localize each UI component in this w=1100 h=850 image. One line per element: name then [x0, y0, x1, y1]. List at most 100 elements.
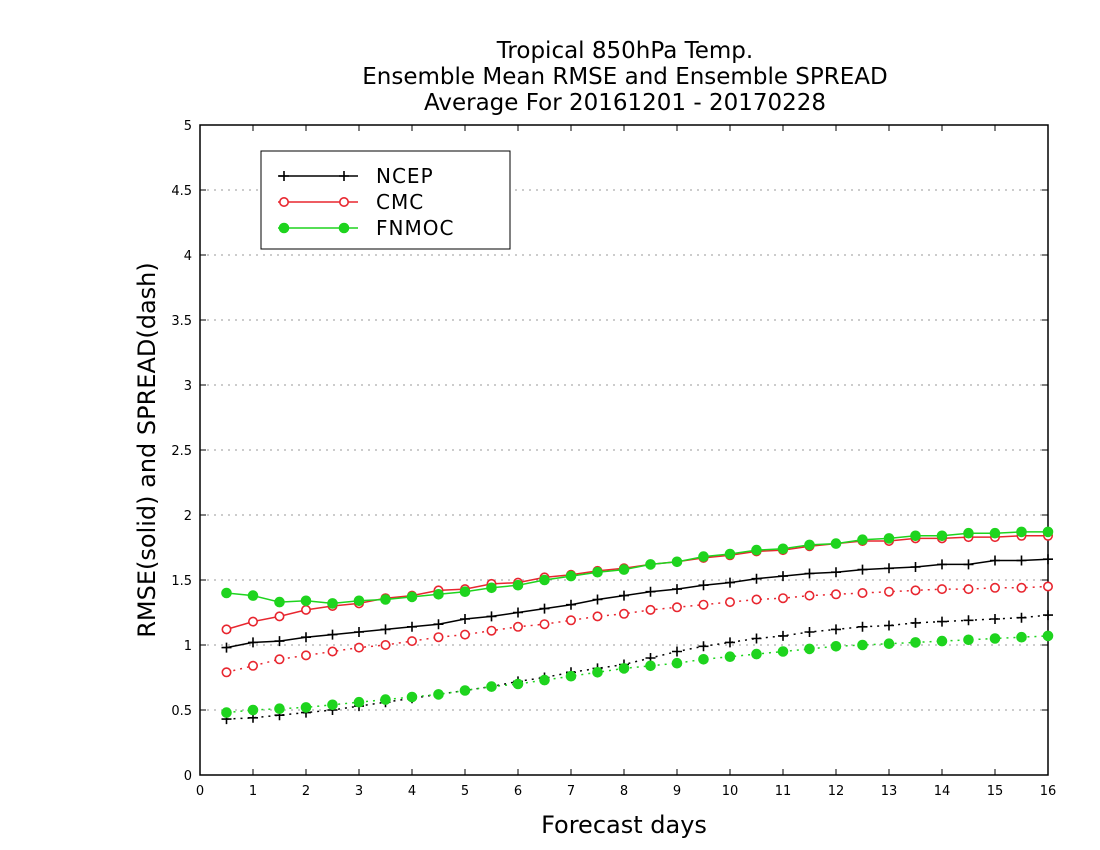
fnmoc-rmse-point — [512, 579, 524, 591]
y-tick-label-9: 4.5 — [171, 184, 192, 199]
fnmoc-spread-point — [327, 699, 338, 711]
ncep-rmse-point — [963, 559, 974, 570]
legend-label-cmc: CMC — [376, 190, 424, 214]
ncep-spread-point — [857, 621, 868, 632]
fnmoc-spread-point — [300, 702, 312, 713]
y-tick-label-0: 0 — [184, 769, 192, 784]
ncep-rmse-point — [407, 621, 417, 632]
fnmoc-spread-point — [353, 696, 365, 708]
cmc-spread-point — [645, 604, 656, 615]
ncep-spread-point — [778, 630, 788, 641]
y-tick-label-6: 3 — [184, 379, 192, 394]
fnmoc-rmse-point — [565, 570, 577, 582]
fnmoc-rmse-point — [247, 590, 259, 601]
fnmoc-spread-point — [1016, 631, 1027, 643]
legend-label-ncep: NCEP — [376, 164, 434, 188]
fnmoc-rmse-point — [857, 534, 868, 546]
title-line-3: Average For 20161201 - 20170228 — [424, 90, 826, 116]
fnmoc-spread-point — [936, 635, 948, 647]
x-tick-label-12: 12 — [828, 784, 845, 799]
cmc-spread-line — [226, 585, 1049, 674]
fnmoc-rmse-point — [592, 566, 603, 578]
fnmoc-rmse-point — [380, 594, 391, 605]
cmc-rmse-point — [274, 611, 285, 622]
y-tick-label-5: 2.5 — [171, 444, 192, 459]
fnmoc-spread-point — [963, 634, 974, 646]
cmc-spread-point — [618, 608, 629, 619]
fnmoc-rmse-line — [226, 531, 1048, 605]
cmc-spread-point — [1043, 581, 1054, 592]
ncep-spread-point — [698, 641, 709, 652]
fnmoc-rmse-point — [963, 527, 974, 539]
ncep-rmse-point — [327, 629, 338, 640]
fnmoc-rmse-point — [221, 587, 232, 599]
chart-title: Tropical 850hPa Temp. Ensemble Mean RMSE… — [362, 38, 887, 116]
fnmoc-spread-point — [247, 704, 259, 716]
cmc-spread-point — [592, 611, 603, 622]
ncep-rmse-point — [910, 562, 921, 572]
ncep-spread-point — [910, 617, 921, 628]
cmc-spread-point — [830, 589, 841, 600]
ncep-rmse-point — [354, 627, 364, 637]
y-tick-label-8: 4 — [184, 249, 192, 264]
ncep-rmse-point — [433, 619, 444, 630]
fnmoc-rmse-point — [486, 582, 497, 594]
cmc-spread-point — [857, 587, 868, 598]
axis-ticks: 0 1 2 3 4 5 6 7 8 9 10 11 12 13 14 15 1600.511.522.533.5… — [171, 119, 1056, 799]
cmc-spread-point — [910, 585, 921, 596]
legend-label-fnmoc: FNMOC — [376, 216, 454, 240]
cmc-spread-point — [804, 590, 815, 601]
fnmoc-rmse-point — [830, 538, 842, 549]
x-tick-label-7: 7 — [567, 784, 575, 799]
x-tick-label-8: 8 — [620, 784, 628, 799]
fnmoc-spread-point — [486, 681, 497, 692]
fnmoc-rmse-point — [777, 543, 789, 555]
cmc-spread-point — [698, 599, 709, 610]
ncep-rmse-point — [831, 567, 841, 578]
fnmoc-rmse-point — [459, 586, 471, 598]
fnmoc-rmse-point — [645, 559, 656, 570]
ncep-rmse-point — [990, 555, 1000, 566]
ncep-rmse-point — [857, 564, 868, 575]
fnmoc-spread-point — [618, 663, 630, 674]
y-tick-label-4: 2 — [184, 509, 192, 524]
fnmoc-spread-point — [274, 703, 285, 715]
legend-marker-cmc — [278, 197, 289, 208]
x-tick-label-6: 6 — [514, 784, 522, 799]
ncep-rmse-point — [725, 577, 735, 588]
fnmoc-spread-point — [221, 707, 232, 718]
x-tick-label-5: 5 — [461, 784, 469, 799]
fnmoc-spread-point — [433, 689, 444, 700]
ncep-spread-point — [963, 615, 974, 626]
legend-marker-cmc — [338, 197, 349, 208]
cmc-spread-point — [883, 586, 894, 597]
legend-marker-fnmoc — [278, 222, 290, 234]
fnmoc-rmse-point — [1042, 526, 1054, 538]
fnmoc-spread-point — [724, 651, 736, 663]
cmc-spread-point — [486, 625, 497, 636]
fnmoc-spread-point — [380, 694, 391, 705]
ncep-rmse-point — [539, 603, 550, 614]
fnmoc-spread-point — [512, 678, 524, 690]
legend-marker-ncep — [339, 171, 349, 181]
x-tick-label-2: 2 — [302, 784, 310, 799]
ncep-rmse-series — [221, 554, 1053, 653]
cmc-rmse-point — [248, 616, 259, 627]
ncep-rmse-point — [645, 586, 656, 597]
cmc-spread-point — [936, 584, 947, 595]
ncep-rmse-point — [1016, 555, 1027, 566]
ncep-rmse-point — [301, 632, 311, 643]
cmc-spread-point — [248, 660, 259, 671]
fnmoc-spread-point — [698, 654, 709, 665]
ncep-rmse-point — [751, 573, 762, 584]
cmc-spread-point — [724, 597, 735, 608]
x-tick-label-1: 1 — [249, 784, 257, 799]
fnmoc-rmse-point — [406, 591, 418, 603]
fnmoc-spread-point — [1042, 630, 1054, 642]
fnmoc-rmse-point — [989, 527, 1001, 539]
fnmoc-spread-point — [857, 639, 868, 651]
fnmoc-spread-point — [883, 638, 895, 650]
legend-marker-fnmoc — [338, 222, 350, 234]
